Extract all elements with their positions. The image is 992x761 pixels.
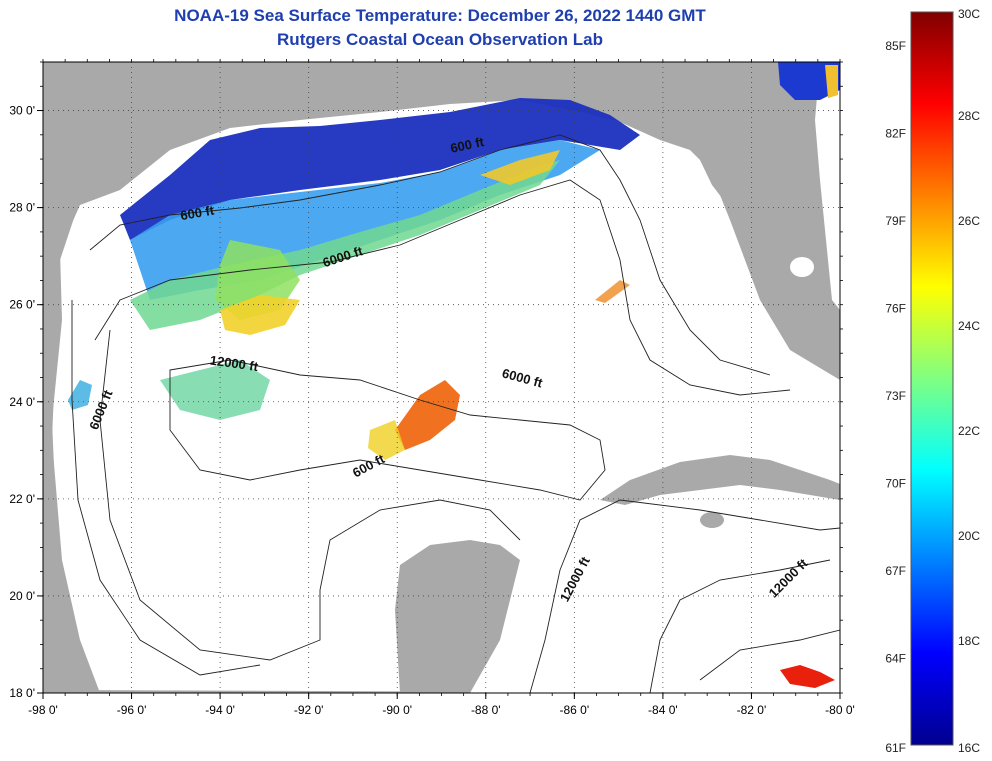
map-subtitle: Rutgers Coastal Ocean Observation Lab bbox=[277, 30, 603, 49]
lat-tick-label: 22 0' bbox=[9, 492, 35, 506]
colorbar-f-label: 73F bbox=[885, 389, 906, 403]
contour-caribbean-1 bbox=[529, 499, 840, 693]
lon-tick-label: -84 0' bbox=[648, 703, 678, 717]
lat-tick-label: 20 0' bbox=[9, 589, 35, 603]
yucatan-peninsula bbox=[395, 540, 520, 693]
map-body bbox=[43, 62, 840, 693]
colorbar-f-label: 61F bbox=[885, 741, 906, 755]
contour-12000ft bbox=[169, 359, 606, 501]
contour-6000ft-west bbox=[99, 329, 521, 661]
lon-tick-label: -94 0' bbox=[205, 703, 235, 717]
map-title: NOAA-19 Sea Surface Temperature: Decembe… bbox=[174, 6, 706, 25]
lon-tick-label: -86 0' bbox=[560, 703, 590, 717]
florida-peninsula bbox=[690, 62, 840, 360]
colorbar-c-label: 18C bbox=[958, 634, 980, 648]
colorbar-f-label: 67F bbox=[885, 564, 906, 578]
colorbar-c-label: 16C bbox=[958, 741, 980, 755]
sst-cold-band bbox=[120, 98, 640, 240]
lat-tick-label: 26 0' bbox=[9, 298, 35, 312]
lat-tick-label: 28 0' bbox=[9, 201, 35, 215]
lake-okeechobee bbox=[790, 257, 814, 277]
lat-tick-label: 30 0' bbox=[9, 104, 35, 118]
contour-caribbean-2 bbox=[649, 559, 831, 693]
sst-scatter-west bbox=[160, 360, 270, 420]
sst-red-caribbean bbox=[780, 665, 835, 688]
sst-warm-patch-1 bbox=[220, 295, 300, 335]
contour-label: 12000 ft bbox=[209, 353, 260, 375]
colorbar bbox=[910, 11, 954, 746]
colorbar-c-label: 30C bbox=[958, 7, 980, 21]
lon-tick-label: -90 0' bbox=[382, 703, 412, 717]
sst-loop-streak bbox=[595, 280, 630, 303]
colorbar-celsius-labels: 30C 28C 26C 24C 22C 20C 18C 16C bbox=[958, 7, 980, 755]
cuba bbox=[600, 455, 840, 505]
sst-yellow-rim bbox=[368, 420, 405, 460]
colorbar-f-label: 70F bbox=[885, 477, 906, 491]
mexico-land bbox=[43, 62, 100, 693]
isla-juventud bbox=[700, 512, 724, 528]
lon-tick-label: -96 0' bbox=[117, 703, 147, 717]
colorbar-fahrenheit-labels: 85F 82F 79F 76F 73F 70F 67F 64F 61F bbox=[885, 39, 906, 755]
us-gulf-coast bbox=[43, 62, 700, 200]
longitude-axis: -98 0' -96 0' -94 0' -92 0' -90 0' -88 0' -86 … bbox=[28, 59, 855, 717]
lat-tick-label: 24 0' bbox=[9, 395, 35, 409]
bathymetry-contours bbox=[71, 134, 840, 693]
contour-label: 600 ft bbox=[449, 134, 486, 156]
lon-tick-label: -80 0' bbox=[825, 703, 855, 717]
colorbar-f-label: 76F bbox=[885, 302, 906, 316]
sst-warm-patch-2 bbox=[480, 150, 560, 185]
lat-tick-label: 18 0' bbox=[9, 686, 35, 700]
lon-tick-label: -92 0' bbox=[294, 703, 324, 717]
colorbar-f-label: 79F bbox=[885, 214, 906, 228]
atlantic-water bbox=[815, 62, 840, 310]
colorbar-f-label: 64F bbox=[885, 652, 906, 666]
latitude-axis: 30 0' 28 0' 26 0' 24 0' 22 0' 20 0' 18 0' bbox=[9, 61, 843, 700]
lon-tick-label: -88 0' bbox=[471, 703, 501, 717]
contour-caribbean-3 bbox=[699, 629, 840, 681]
contour-600ft-west bbox=[71, 300, 261, 676]
contour-label: 600 ft bbox=[179, 202, 216, 223]
contour-6000ft-north bbox=[94, 179, 791, 396]
colorbar-c-label: 26C bbox=[958, 214, 980, 228]
colorbar-c-label: 22C bbox=[958, 424, 980, 438]
sst-texas-coast bbox=[68, 380, 92, 410]
colorbar-c-label: 20C bbox=[958, 529, 980, 543]
contour-600ft-north bbox=[89, 134, 771, 376]
sst-data-layer bbox=[68, 62, 840, 688]
colorbar-f-label: 85F bbox=[885, 39, 906, 53]
colorbar-c-label: 28C bbox=[958, 109, 980, 123]
lon-tick-label: -98 0' bbox=[28, 703, 58, 717]
sst-hot-patch bbox=[395, 380, 460, 450]
colorbar-c-label: 24C bbox=[958, 319, 980, 333]
lon-tick-label: -82 0' bbox=[737, 703, 767, 717]
sst-atlantic-yellow bbox=[825, 65, 838, 98]
sst-atlantic-patch bbox=[778, 62, 840, 100]
colorbar-f-label: 82F bbox=[885, 127, 906, 141]
